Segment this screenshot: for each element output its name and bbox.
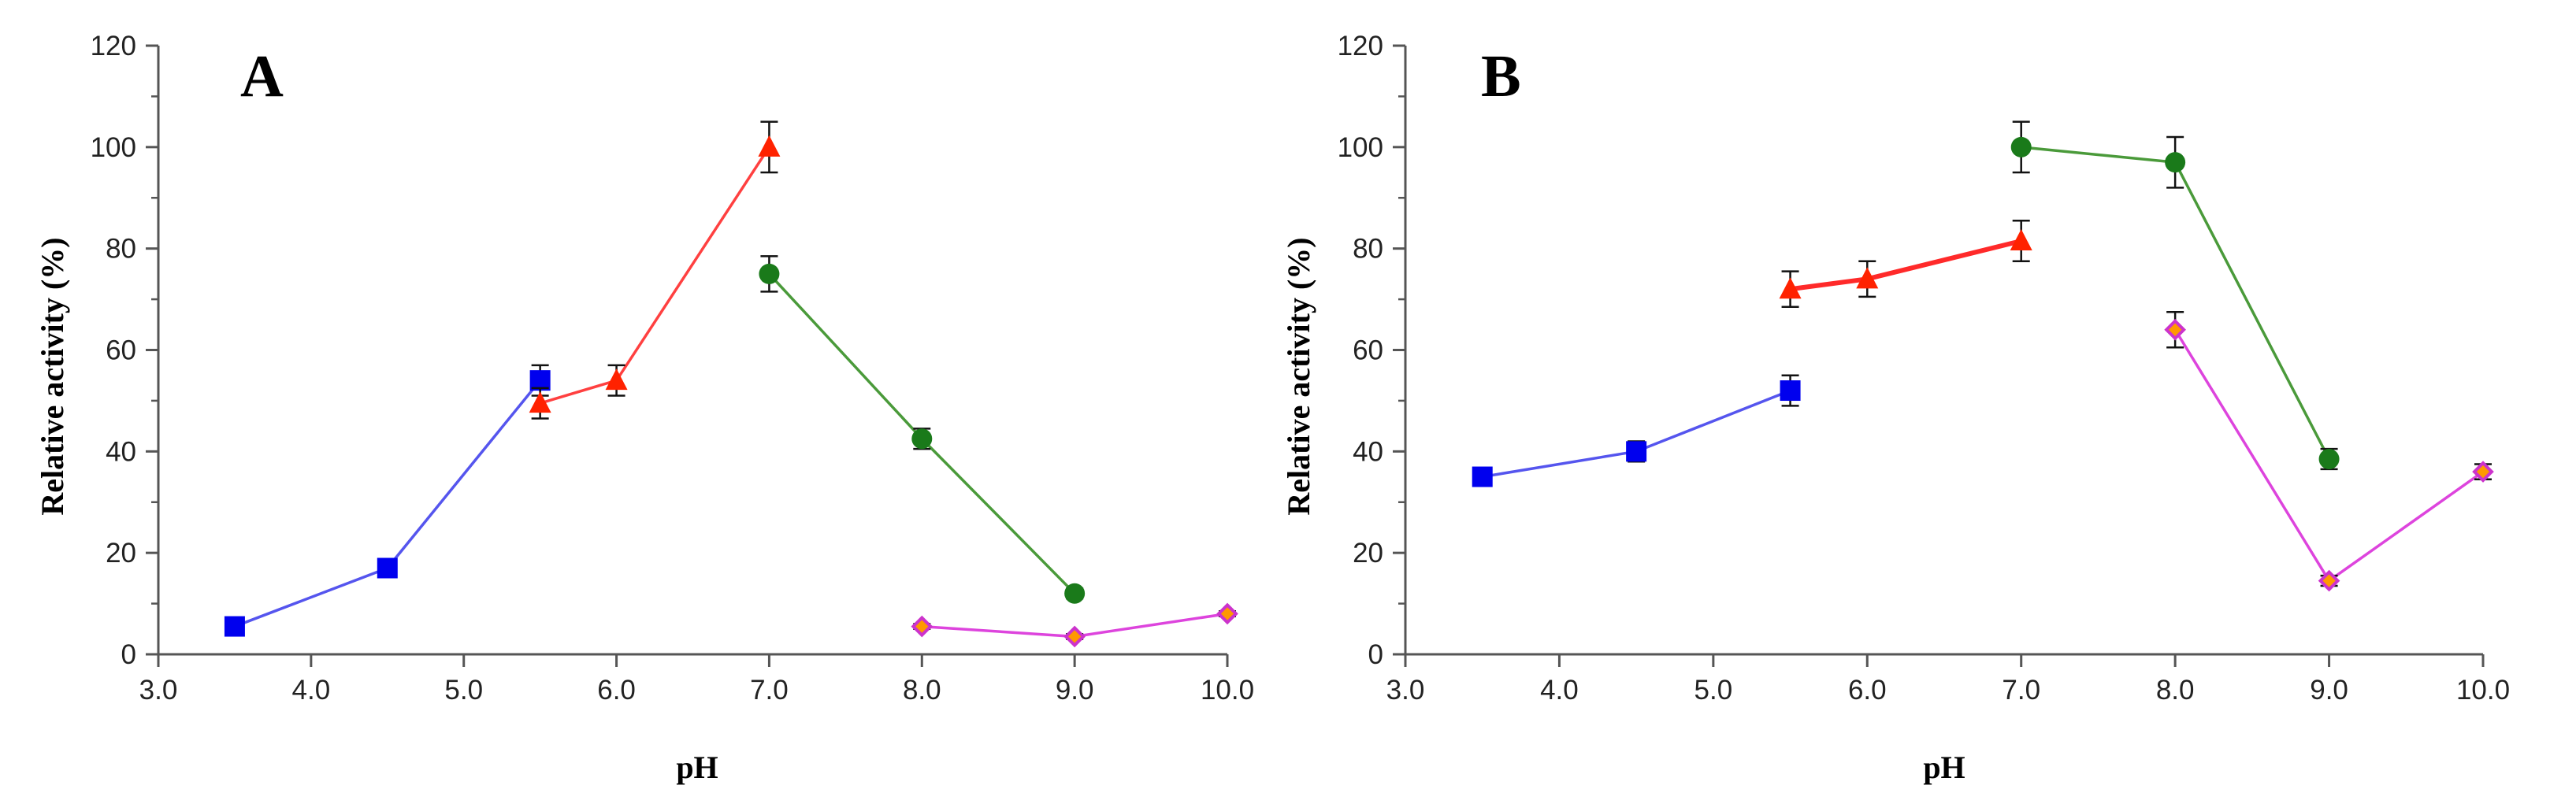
panel-a-series-red [529,120,781,420]
panel-b-label: B [1481,43,1521,109]
panel-b-series-magenta-point [2472,461,2494,483]
panel-a-x-tick-label: 9.0 [1056,675,1094,705]
panel-a-x-tick-label: 10.0 [1201,675,1254,705]
panel-b-y-tick-label: 80 [1353,234,1383,265]
panel-a-y-tick-label: 80 [106,234,136,265]
panel-a-series-green-point [759,263,780,284]
panel-a-y-tick-label: 120 [91,31,136,61]
panel-a-series-green [759,255,1086,604]
panel-a-xlabel: pH [676,750,718,785]
panel-b-series-green-point [2010,136,2032,157]
panel-b-series-red-point [2010,229,2032,251]
panel-b-series-red-point [1856,267,1879,289]
panel-a: 0 20 40 60 80 100 120 3.0 4.0 5.0 6.0 7.0 8.0 9.0 10.0… [35,31,1254,785]
panel-a-y-tick-label: 0 [121,639,136,670]
panel-b-y-tick-label: 100 [1338,132,1383,163]
panel-b-series-blue-point [1472,466,1493,487]
panel-b-xlabel: pH [1923,750,1965,785]
panel-a-series-magenta [911,602,1238,648]
panel-b-series-green-point [2318,448,2340,469]
panel-b-x-tick-label: 5.0 [1694,675,1733,705]
panel-b-y-tick-label: 20 [1353,538,1383,568]
panel-a-series-red-point [605,368,628,391]
panel-b-y-tick-label: 40 [1353,436,1383,467]
panel-a-x-tick-label: 8.0 [903,675,941,705]
panel-b-x-tick-label: 3.0 [1386,675,1425,705]
panel-b-y-tick-label: 120 [1338,31,1383,61]
panel-a-x-tick-label: 4.0 [292,675,331,705]
panel-b-series-green-point [2165,152,2186,173]
panel-a-x-tick-label: 5.0 [444,675,483,705]
panel-a-series-magenta-point [911,615,934,638]
panel-b-series-blue-point [1780,380,1801,402]
panel-b-ylabel: Relative activity (%) [1281,237,1316,515]
panel-b-series-magenta [2164,310,2494,592]
panel-b-series-blue-point [1626,441,1647,462]
panel-b-series-magenta-point [2164,318,2186,341]
panel-b-series-blue [1472,374,1801,487]
panel-a-series-blue-point [377,557,398,579]
panel-b-series-magenta-point [2318,569,2340,592]
panel-a-series-green-point [1064,583,1086,604]
panel-b-x-tick-label: 6.0 [1848,675,1887,705]
panel-b: 0 20 40 60 80 100 120 3.0 4.0 5.0 6.0 7.0 8.0 9.0 10.0… [1281,31,2510,785]
panel-b-x-tick-label: 10.0 [2456,675,2510,705]
panel-a-y-tick-label: 60 [106,335,136,366]
panel-a-label: A [240,43,284,109]
panel-a-series-blue-point [224,616,245,637]
panel-b-series-green [2010,120,2340,471]
panel-a-y-tick-label: 40 [106,436,136,467]
panel-b-series-red-point [1779,277,1802,299]
panel-a-series-magenta-point [1063,625,1086,648]
panel-b-x-tick-label: 9.0 [2310,675,2348,705]
panel-a-x-tick-label: 7.0 [750,675,789,705]
panel-a-series-red-point [758,135,781,157]
panel-b-series-red [1779,219,2032,308]
panel-b-y-tick-label: 60 [1353,335,1383,366]
panel-b-y-tick-label: 0 [1368,639,1383,670]
panel-b-x-tick-label: 4.0 [1540,675,1579,705]
panel-a-y-tick-label: 20 [106,538,136,568]
panel-a-series-red-point [529,391,551,413]
panel-a-y-tick-label: 100 [91,132,136,163]
panel-a-ylabel: Relative activity (%) [35,237,70,515]
panel-a-series-magenta-point [1216,602,1238,625]
panel-b-x-tick-label: 7.0 [2002,675,2040,705]
panel-b-x-tick-label: 8.0 [2156,675,2195,705]
panel-a-x-tick-label: 6.0 [597,675,636,705]
panel-a-series-green-point [911,428,933,450]
panel-a-x-tick-label: 3.0 [139,675,178,705]
